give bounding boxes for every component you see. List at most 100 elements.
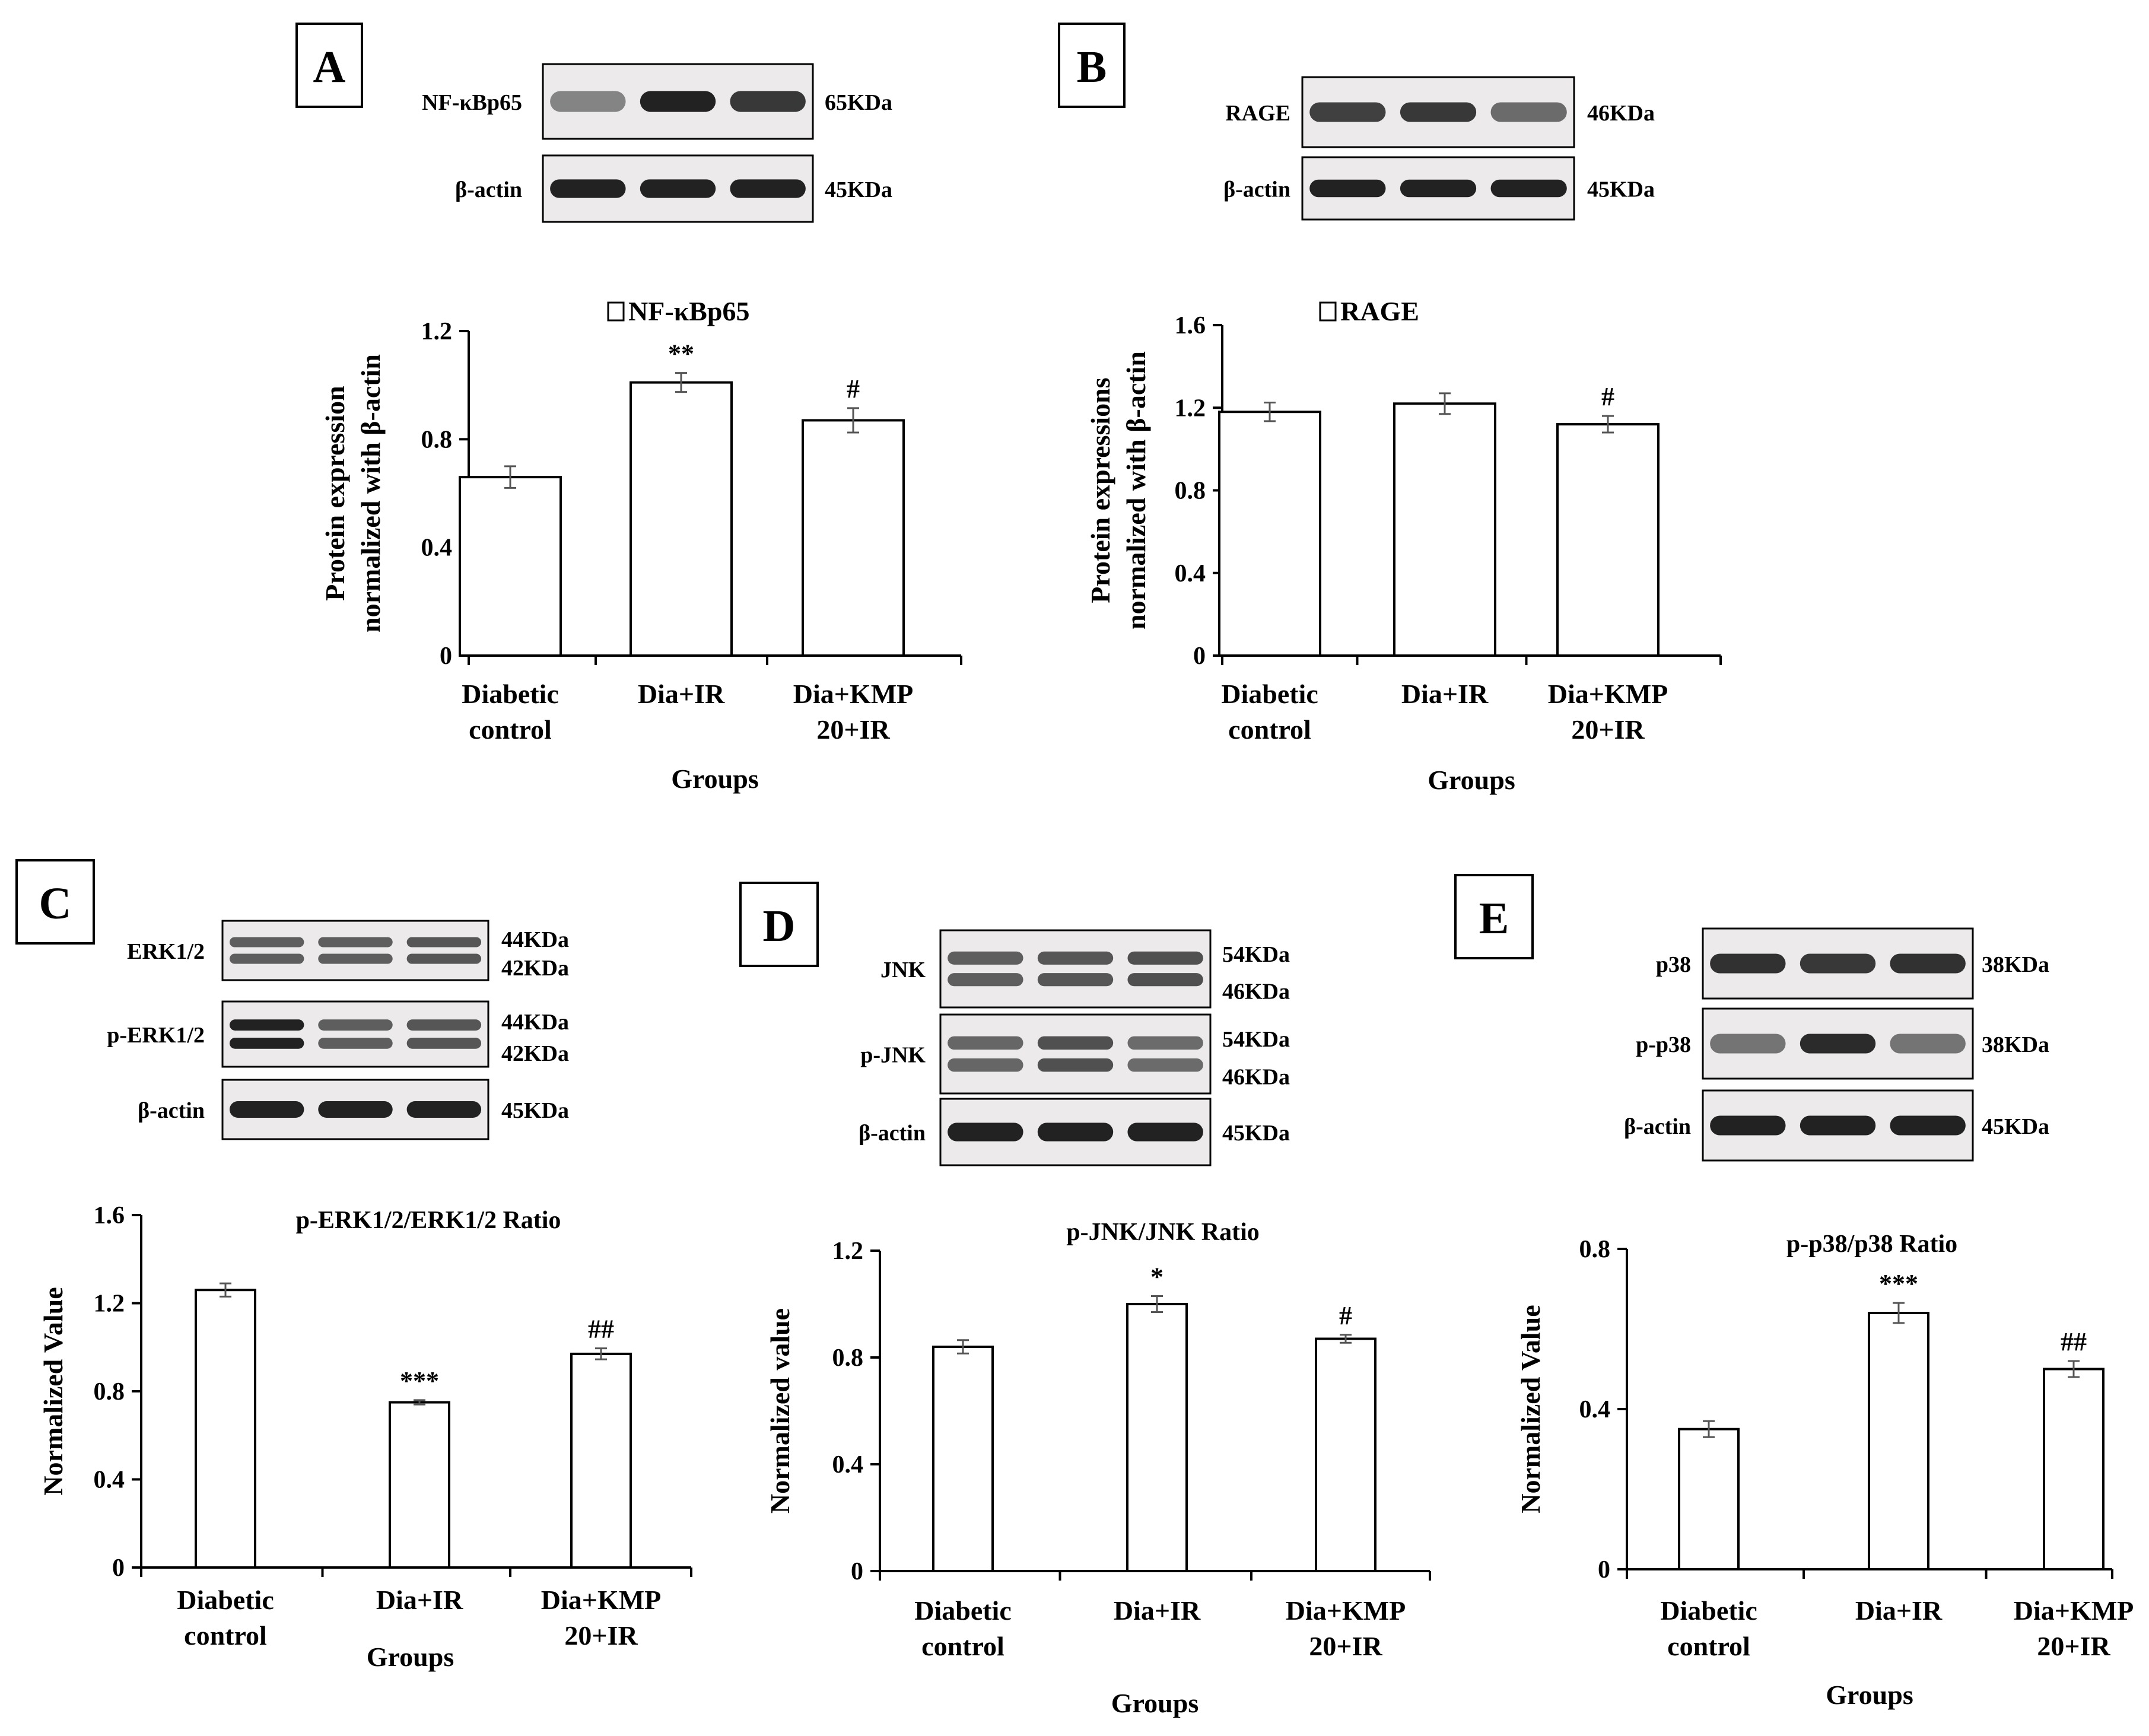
molecular-weight-label: 46KDa [1222, 979, 1290, 1004]
protein-band [550, 179, 626, 198]
protein-band [1490, 102, 1567, 122]
blot-label: ERK1/2 [127, 939, 205, 964]
protein-band [1037, 973, 1114, 987]
y-axis-label: normalized with β-actin [1121, 351, 1151, 629]
protein-band [550, 91, 626, 112]
blot-label: β-actin [859, 1121, 926, 1146]
protein-band [948, 1123, 1023, 1142]
blot-row: p-p38 38KDa [1636, 1007, 2049, 1080]
y-tick-label: 0.8 [832, 1344, 864, 1372]
blot-strip [221, 920, 489, 981]
chart-title: p-JNK/JNK Ratio [1066, 1219, 1260, 1246]
blot-row: p-ERK1/2 44KDa 42KDa [107, 1000, 569, 1068]
bar [195, 1289, 256, 1569]
protein-band [318, 953, 393, 964]
molecular-weight-label: 38KDa [1982, 952, 2049, 977]
y-tick-label: 0.4 [421, 535, 453, 562]
molecular-weight-label: 45KDa [825, 177, 892, 202]
significance-marker: ** [668, 339, 694, 368]
x-axis-title: Groups [1428, 765, 1515, 795]
protein-band [1037, 1123, 1114, 1142]
molecular-weight-label: 54KDa [1222, 1027, 1290, 1052]
panel-letter: A [313, 42, 346, 92]
protein-band [1710, 1034, 1786, 1054]
blot-row: RAGE 46KDa [1225, 76, 1655, 148]
protein-band [640, 91, 716, 112]
y-tick-label: 0 [1193, 643, 1206, 670]
panel-letter-box [295, 23, 363, 108]
molecular-weight-label: 44KDa [501, 927, 569, 952]
protein-band [1127, 1123, 1203, 1142]
molecular-weight-label: 44KDa [501, 1010, 569, 1035]
y-tick-label: 0 [440, 643, 452, 670]
x-axis-title: Groups [367, 1642, 454, 1672]
x-category-label: control [1228, 714, 1311, 745]
bar [1678, 1427, 1740, 1570]
significance-marker: ## [2061, 1327, 2087, 1356]
protein-band [1800, 1115, 1876, 1136]
panel-letter: B [1077, 42, 1107, 92]
bar [2043, 1368, 2105, 1570]
x-category-label: control [1667, 1631, 1750, 1661]
blot-row: p-JNK 54KDa 46KDa [860, 1013, 1290, 1095]
molecular-weight-label: 45KDa [1222, 1121, 1290, 1146]
protein-band [730, 91, 806, 112]
bar [802, 419, 905, 657]
molecular-weight-label: 42KDa [501, 956, 569, 981]
protein-band [1800, 953, 1876, 974]
blot-strip [939, 1013, 1212, 1095]
protein-band [948, 973, 1023, 987]
protein-band [318, 937, 393, 948]
protein-band [229, 953, 304, 964]
molecular-weight-label: 46KDa [1222, 1065, 1290, 1090]
chart-title: p-ERK1/2/ERK1/2 Ratio [296, 1207, 561, 1234]
panel-letter: D [763, 901, 796, 951]
significance-marker: * [1150, 1263, 1163, 1292]
protein-band [948, 1036, 1023, 1050]
bar-chart: 0 0.4 0.8 1.2 1.6 Diabetic control *** Dia+IR ## D… [38, 1202, 692, 1672]
protein-band [406, 1101, 482, 1118]
panel-letter-box [1058, 23, 1126, 108]
x-category-label: Diabetic [914, 1595, 1012, 1626]
blot-strip [939, 929, 1212, 1009]
bar [389, 1401, 450, 1569]
protein-band [1309, 102, 1386, 122]
significance-marker: # [847, 374, 860, 403]
blot-label: p-JNK [860, 1043, 926, 1068]
protein-band [406, 937, 482, 948]
significance-marker: *** [1879, 1269, 1918, 1298]
panel-d: D JNK 54KDa 46KDa p-JNK 54KDa 46KDa β-actin 45KD… [739, 882, 1431, 1718]
panel-letter-box [15, 859, 95, 945]
protein-band [640, 179, 716, 198]
y-tick-label: 0.4 [832, 1451, 864, 1479]
protein-band [1890, 1115, 1966, 1136]
blot-label: β-actin [1624, 1114, 1691, 1139]
y-tick-label: 0.4 [1579, 1396, 1611, 1423]
bar [1556, 423, 1660, 657]
bar [1218, 411, 1321, 657]
y-tick-label: 0 [1598, 1556, 1610, 1584]
protein-band [318, 1019, 393, 1031]
panel-letter: C [39, 879, 72, 929]
protein-band [1800, 1034, 1876, 1054]
molecular-weight-label: 54KDa [1222, 942, 1290, 967]
bar [1315, 1337, 1376, 1572]
y-axis-label: Normalized Value [1515, 1305, 1546, 1513]
bar-chart: 0 0.4 0.8 1.2 1.6 Diabetic control Dia+IR # Dia+K… [1085, 296, 1722, 795]
y-tick-label: 0.8 [421, 426, 453, 453]
blot-label: β-actin [138, 1098, 205, 1123]
significance-marker: # [1601, 382, 1614, 411]
bar-chart: 0 0.4 0.8 Diabetic control *** Dia+IR ## Dia+KMP… [1515, 1231, 2134, 1710]
y-axis-label: Protein expressions [1085, 377, 1115, 603]
protein-band [406, 1019, 482, 1031]
protein-band [318, 1038, 393, 1049]
bar [932, 1346, 994, 1572]
x-category-label: Dia+KMP [793, 679, 914, 709]
protein-band [229, 1101, 304, 1118]
molecular-weight-label: 45KDa [1587, 177, 1655, 202]
protein-band [1710, 1115, 1786, 1136]
protein-band [1127, 1058, 1203, 1072]
bar [1393, 402, 1496, 657]
